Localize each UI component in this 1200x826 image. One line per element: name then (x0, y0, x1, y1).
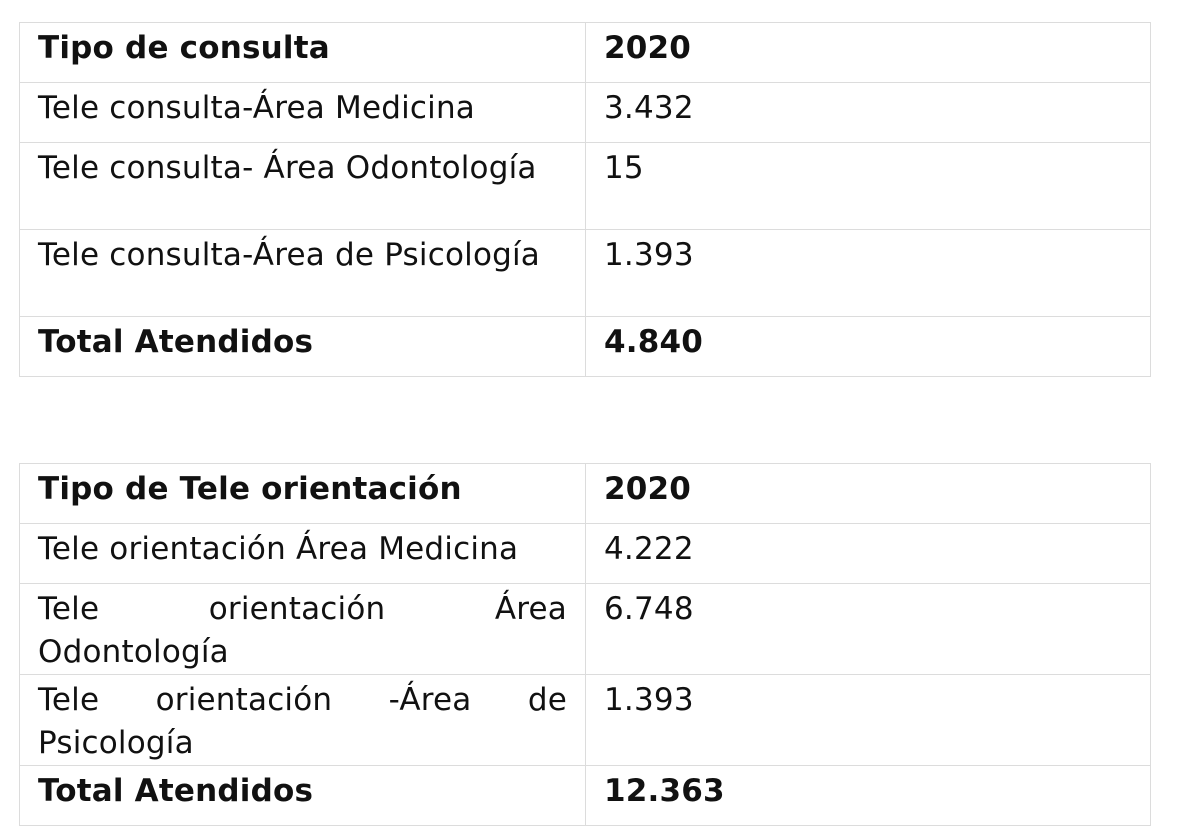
row-label: Tele orientación Área Medicina (19, 523, 586, 584)
column-header-type: Tipo de consulta (19, 22, 586, 83)
total-value: 4.840 (585, 316, 1151, 377)
table-row: Tele orientación Área Odontología 6.748 (19, 583, 1151, 675)
row-value: 4.222 (585, 523, 1151, 584)
row-label: Tele orientación Área Odontología (19, 583, 586, 675)
table-row: Tele consulta-Área de Psicología 1.393 (19, 229, 1151, 317)
row-label: Tele consulta-Área Medicina (19, 82, 586, 143)
total-value: 12.363 (585, 765, 1151, 826)
total-label: Total Atendidos (19, 316, 586, 377)
row-label: Tele orientación -Área de Psicología (19, 674, 586, 766)
column-header-year: 2020 (585, 463, 1151, 524)
row-value: 15 (585, 142, 1151, 230)
column-header-year: 2020 (585, 22, 1151, 83)
total-row: Total Atendidos 4.840 (19, 316, 1151, 377)
table-row: Tele orientación -Área de Psicología 1.3… (19, 674, 1151, 766)
row-label: Tele consulta-Área de Psicología (19, 229, 586, 317)
column-header-type: Tipo de Tele orientación (19, 463, 586, 524)
row-value: 6.748 (585, 583, 1151, 675)
table-header-row: Tipo de consulta 2020 (19, 22, 1151, 83)
total-row: Total Atendidos 12.363 (19, 765, 1151, 826)
total-label: Total Atendidos (19, 765, 586, 826)
table-row: Tele orientación Área Medicina 4.222 (19, 523, 1151, 584)
row-value: 1.393 (585, 674, 1151, 766)
table-row: Tele consulta- Área Odontología 15 (19, 142, 1151, 230)
consultation-table: Tipo de consulta 2020 Tele consulta-Área… (19, 22, 1151, 377)
row-value: 3.432 (585, 82, 1151, 143)
row-value: 1.393 (585, 229, 1151, 317)
orientation-table: Tipo de Tele orientación 2020 Tele orien… (19, 463, 1151, 826)
row-label: Tele consulta- Área Odontología (19, 142, 586, 230)
table-row: Tele consulta-Área Medicina 3.432 (19, 82, 1151, 143)
table-header-row: Tipo de Tele orientación 2020 (19, 463, 1151, 524)
